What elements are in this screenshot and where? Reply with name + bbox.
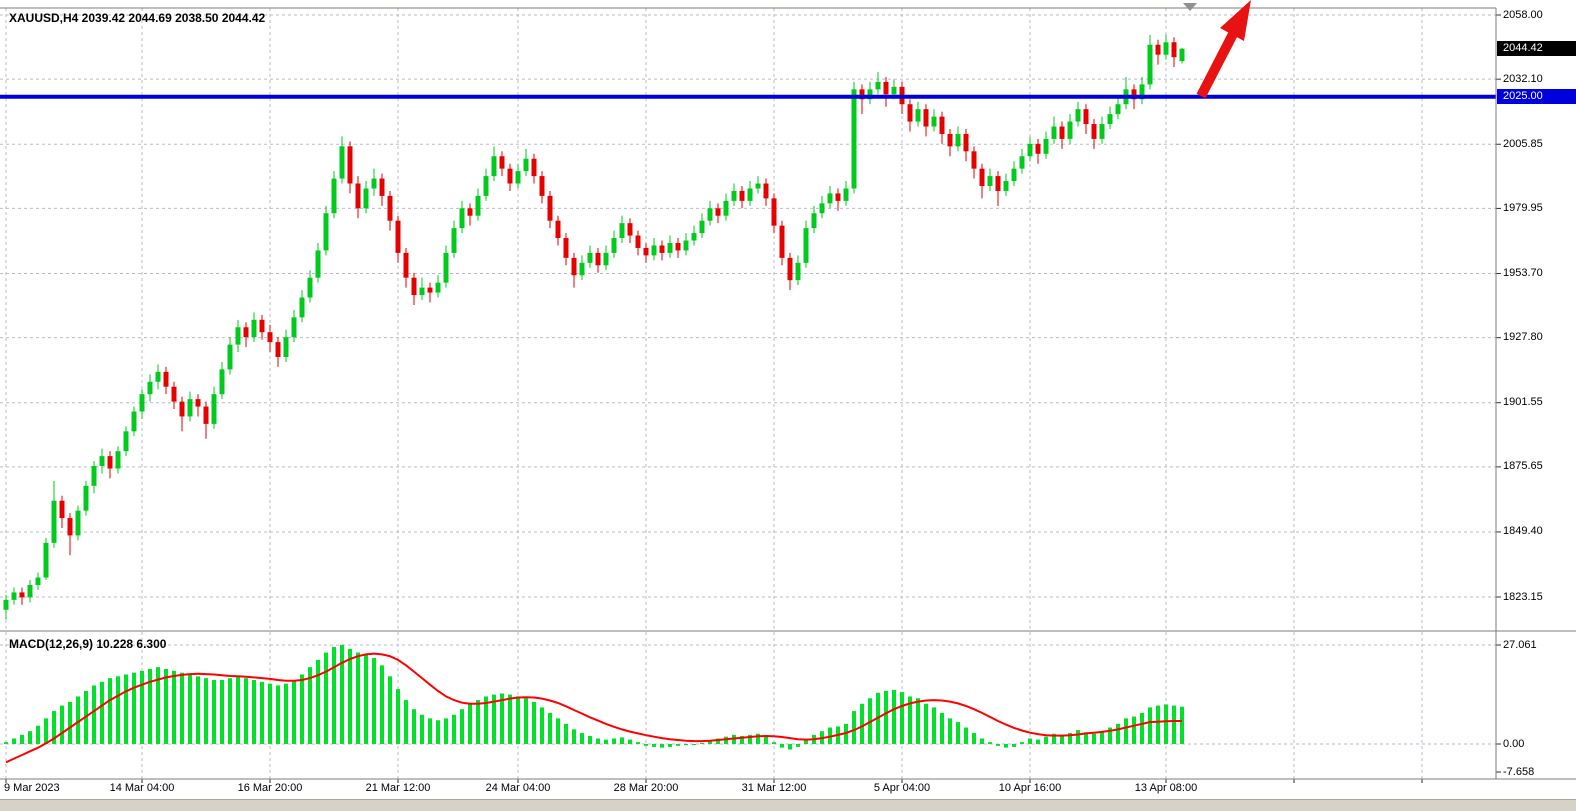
price-axis-label: 1901.55	[1503, 396, 1543, 409]
chart-shift-marker-icon	[1183, 3, 1197, 11]
time-axis-label: 13 Apr 08:00	[1134, 782, 1198, 794]
time-axis-label: 16 Mar 20:00	[237, 782, 303, 794]
time-axis-label: 9 Mar 2023	[4, 782, 60, 794]
macd-signal-line	[5, 652, 1182, 764]
time-axis-label: 5 Apr 04:00	[873, 782, 931, 794]
gridlines	[0, 8, 1501, 783]
current-price-tag: 2044.42	[1497, 41, 1576, 57]
macd-axis-label: -7.658	[1503, 765, 1535, 778]
time-axis-label: 28 Mar 20:00	[613, 782, 679, 794]
price-axis-label: 2005.85	[1503, 137, 1543, 150]
time-axis-label: 10 Apr 16:00	[998, 782, 1062, 794]
macd-axis-label: 27.061	[1503, 638, 1537, 651]
macd-histogram	[4, 644, 1184, 750]
macd-axis-label: 0.00	[1503, 737, 1525, 750]
price-axis-label: 1979.95	[1503, 201, 1543, 214]
horizontal-scrollbar[interactable]	[0, 799, 1576, 811]
overlays	[0, 0, 1576, 780]
time-axis-label: 21 Mar 12:00	[365, 782, 431, 794]
time-axis-label: 14 Mar 04:00	[109, 782, 175, 794]
price-axis-label: 1953.70	[1503, 266, 1543, 279]
symbol-ohlc-readout: XAUUSD,H4 2039.42 2044.69 2038.50 2044.4…	[9, 11, 266, 25]
macd-indicator-readout: MACD(12,26,9) 10.228 6.300	[9, 637, 167, 651]
price-axis-label: 1849.40	[1503, 525, 1543, 538]
level-price-tag: 2025.00	[1497, 89, 1576, 105]
trend-arrow[interactable]	[1196, 0, 1251, 99]
price-axis-label: 1927.80	[1503, 331, 1543, 344]
time-axis-label: 24 Mar 04:00	[485, 782, 551, 794]
price-axis-label: 1823.15	[1503, 590, 1543, 603]
time-axis-label: 31 Mar 12:00	[741, 782, 807, 794]
price-axis-label: 1875.65	[1503, 460, 1543, 473]
price-axis-label: 2032.10	[1503, 72, 1543, 85]
price-axis-label: 2058.00	[1503, 8, 1543, 21]
